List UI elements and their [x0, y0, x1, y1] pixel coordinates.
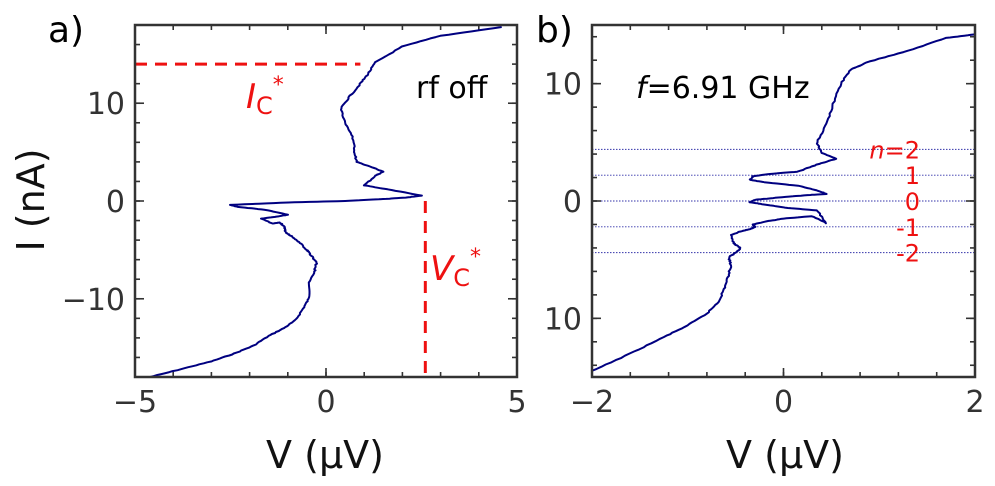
- shapiro-step-label: -1: [896, 214, 920, 242]
- critical-voltage-symbol: V: [430, 249, 456, 289]
- y-tick-label: 0: [106, 185, 125, 220]
- y-tick-label: 10: [544, 302, 582, 337]
- critical-current-subscript: C: [256, 92, 273, 120]
- rf-off-label: rf off: [416, 71, 489, 106]
- frequency-label: f=6.91 GHz: [636, 71, 810, 106]
- shapiro-step-label: 1: [905, 162, 920, 190]
- critical-current-label: IC*: [246, 73, 284, 120]
- critical-voltage-label: VC*: [430, 245, 481, 292]
- y-tick-label: −10: [62, 283, 125, 318]
- critical-voltage-superscript: *: [470, 245, 481, 270]
- critical-current-superscript: *: [273, 73, 284, 98]
- step-label-value: -1: [896, 214, 920, 242]
- panel-a-y-axis-label: I (nA): [9, 148, 53, 251]
- step-label-value: -2: [896, 240, 920, 268]
- x-tick-label: −2: [570, 385, 614, 420]
- critical-voltage-subscript: C: [453, 264, 470, 292]
- x-tick-label: −5: [113, 385, 157, 420]
- x-tick-label: 5: [507, 385, 526, 420]
- x-tick-label: 0: [774, 385, 793, 420]
- step-label-value: 0: [905, 188, 920, 216]
- shapiro-step-lines: [592, 148, 975, 254]
- step-label-value: 1: [905, 162, 920, 190]
- shapiro-step-label: 0: [905, 188, 920, 216]
- critical-current-symbol: I: [246, 77, 256, 117]
- x-tick-label: 0: [316, 385, 335, 420]
- panel-b-axes-frame: [590, 23, 977, 379]
- shapiro-step-label: -2: [896, 240, 920, 268]
- frequency-value: =6.91 GHz: [647, 71, 810, 106]
- y-tick-label: 0: [563, 185, 582, 220]
- panel-b-label: b): [536, 10, 573, 51]
- panel-a-label: a): [48, 10, 84, 51]
- iv-curve-rf-off: [150, 26, 502, 378]
- x-tick-label: 2: [965, 385, 984, 420]
- panel-b-x-axis-label: V (μV): [726, 433, 844, 477]
- panel-a-axes-frame: [133, 23, 519, 379]
- y-tick-label: 10: [87, 87, 125, 122]
- step-label-value: =2: [885, 136, 920, 164]
- panel-a-x-axis-label: V (μV): [266, 433, 384, 477]
- iv-curve-rf-on: [590, 33, 976, 373]
- panel-a-tick-labels: −5 0 5 −10 0 10: [62, 87, 527, 420]
- y-tick-label: 10: [544, 68, 582, 103]
- step-label-symbol: n: [869, 136, 884, 164]
- shapiro-step-label: n=2: [869, 136, 920, 164]
- shapiro-step-labels: n=210-1-2: [869, 136, 920, 267]
